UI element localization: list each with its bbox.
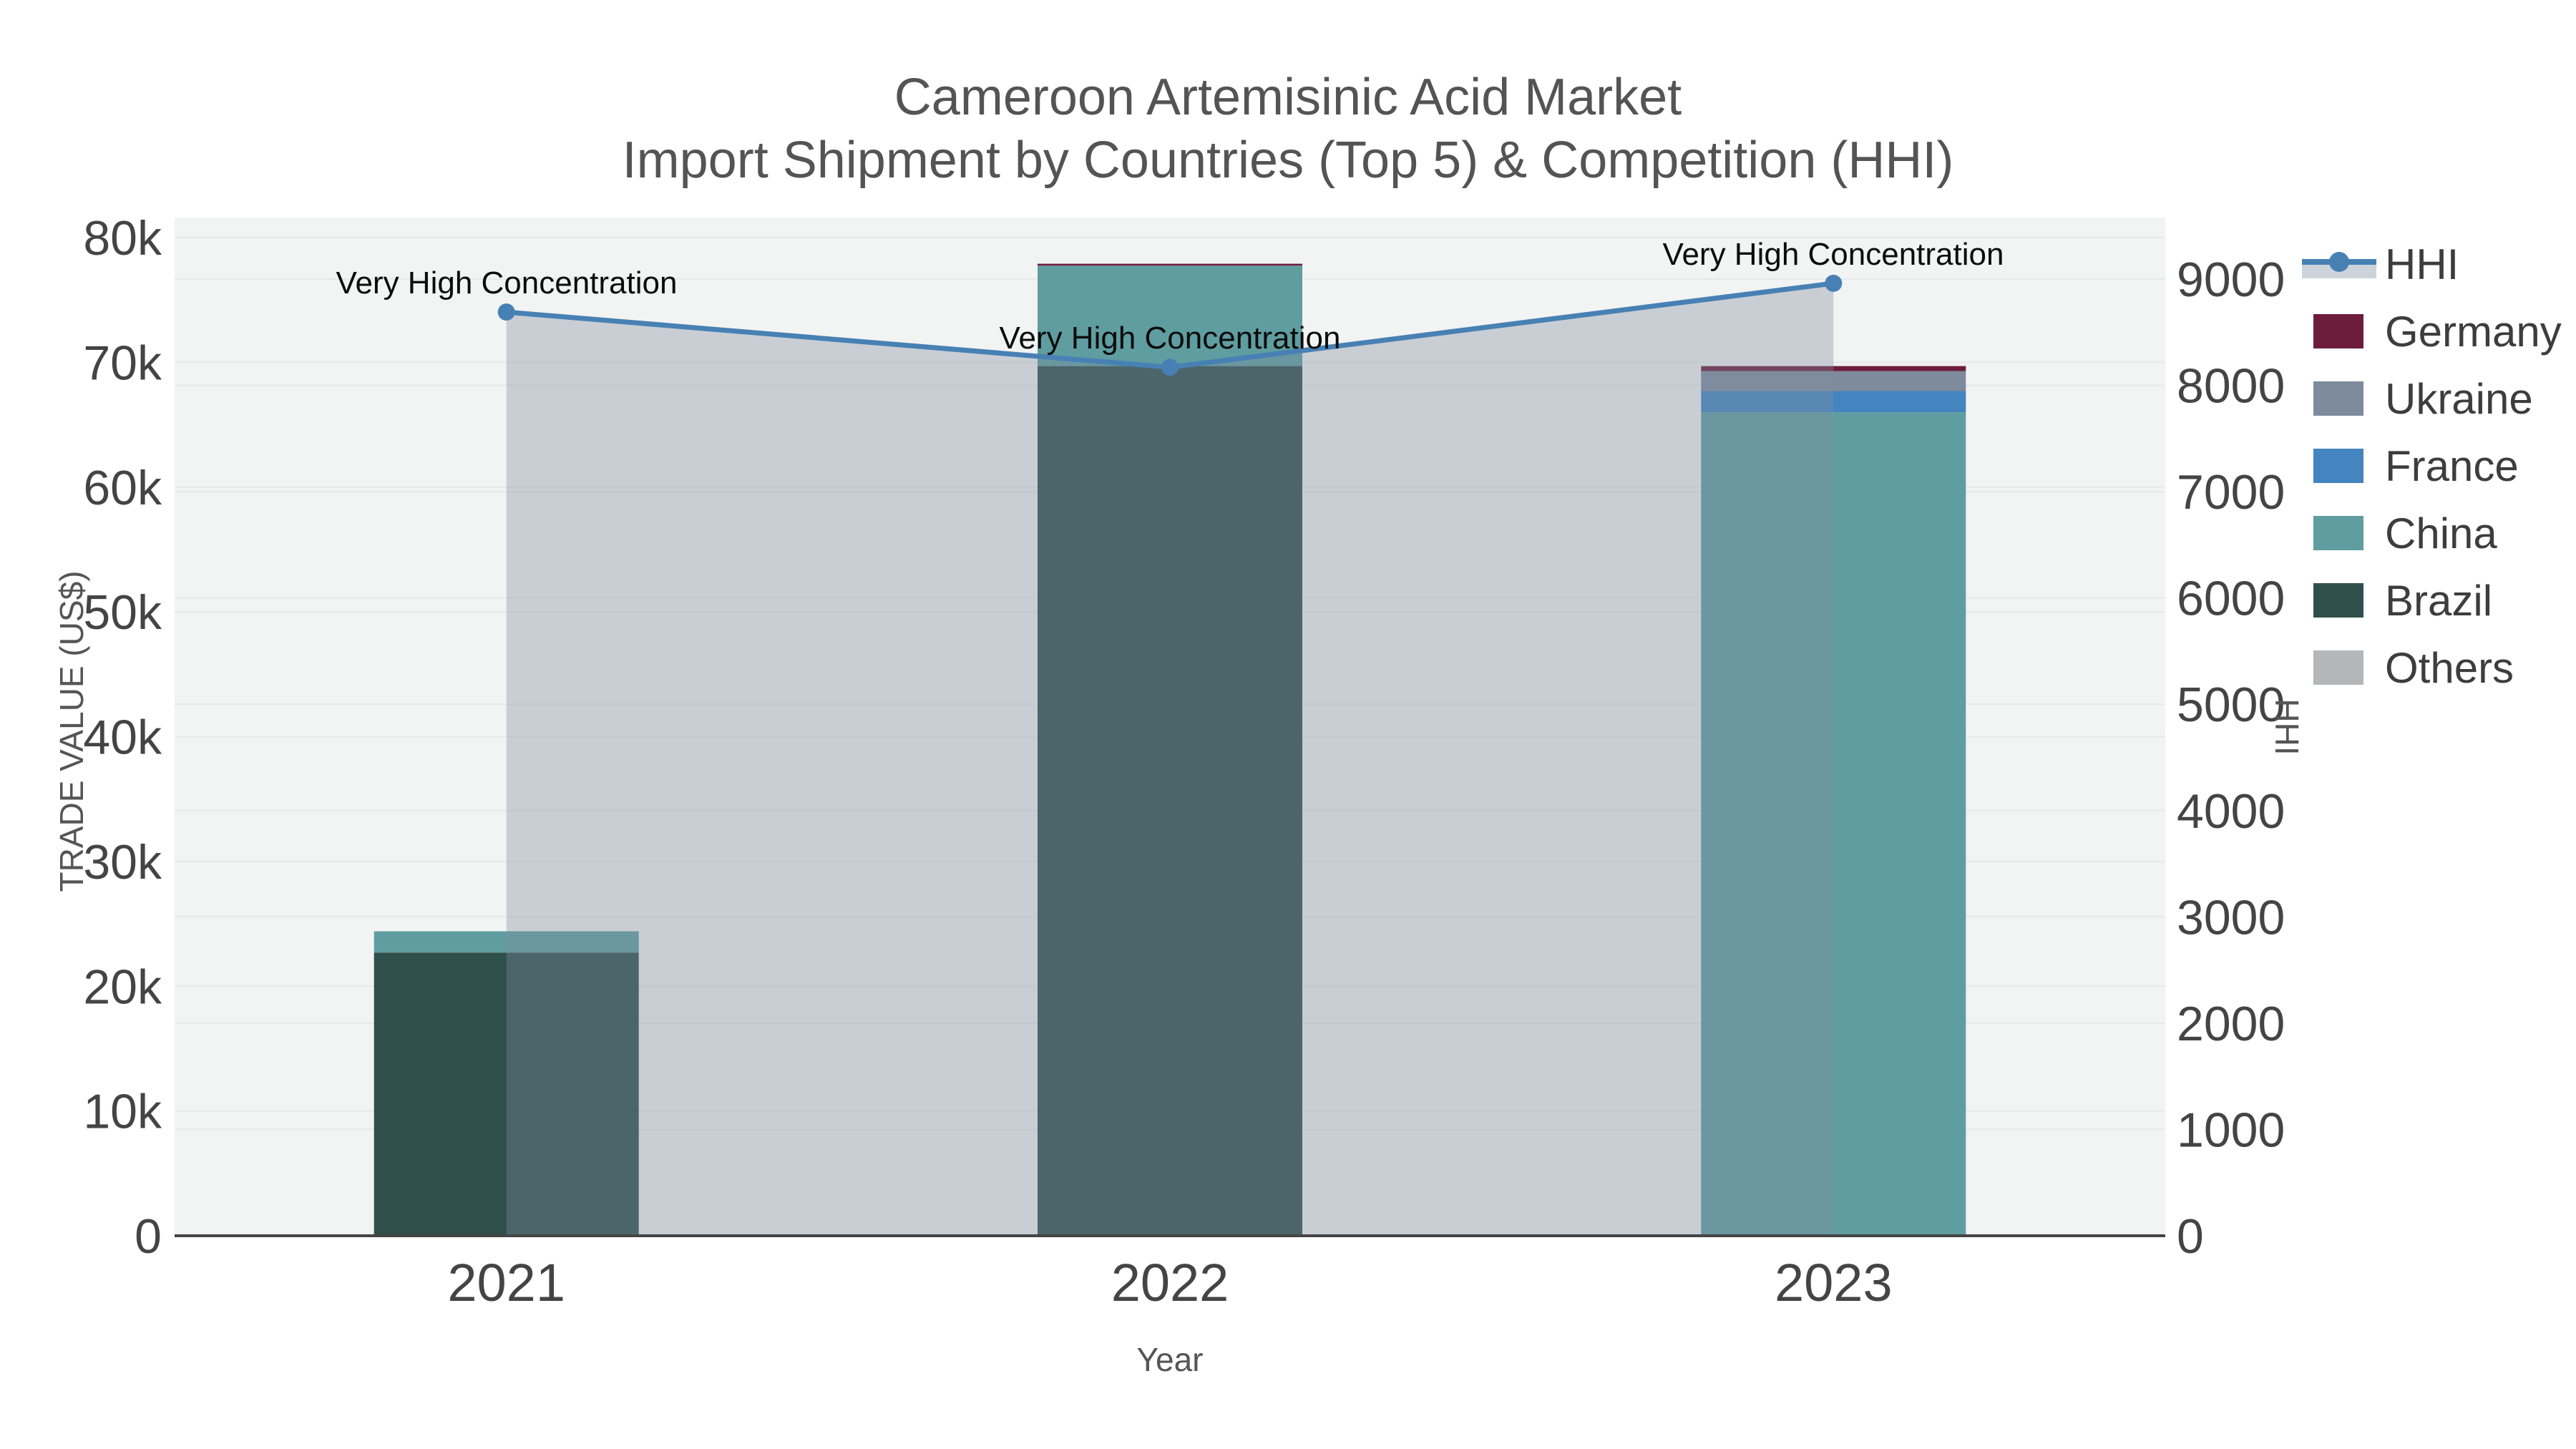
legend-label-china: China <box>2385 509 2497 557</box>
y-right-tick: 6000 <box>2177 572 2285 626</box>
legend-item-germany[interactable]: Germany <box>2313 298 2576 365</box>
y-left-tick: 60k <box>83 461 162 515</box>
legend-label-france: France <box>2385 441 2519 490</box>
bar-segment-germany-2023[interactable] <box>1701 366 1966 371</box>
bar-segment-france-2023[interactable] <box>1701 391 1966 413</box>
bar-segment-brazil-2021[interactable] <box>374 952 639 1236</box>
y-left-tick: 70k <box>83 336 162 390</box>
legend-item-china[interactable]: China <box>2313 499 2576 567</box>
y-right-tick: 0 <box>2177 1209 2204 1264</box>
annotation-2023: Very High Concentration <box>1662 237 2004 272</box>
y-left-tick: 0 <box>135 1209 162 1264</box>
hhi-area-fill <box>506 283 1834 1236</box>
x-tick: 2022 <box>1111 1253 1229 1312</box>
y-axis-right-title: HHI <box>2268 698 2306 756</box>
hhi-marker-2023[interactable] <box>1825 274 1843 292</box>
annotation-2021: Very High Concentration <box>336 265 678 301</box>
x-axis-title: Year <box>1136 1341 1204 1378</box>
ukraine-swatch-icon <box>2313 381 2363 416</box>
y-right-tick: 7000 <box>2177 465 2285 519</box>
y-right-tick: 4000 <box>2177 784 2285 839</box>
china-swatch-icon <box>2313 516 2363 550</box>
legend-item-brazil[interactable]: Brazil <box>2313 567 2576 634</box>
bar-segment-germany-2022[interactable] <box>1038 263 1302 266</box>
y-right-tick: 5000 <box>2177 678 2285 732</box>
hhi-marker-2022[interactable] <box>1161 358 1179 376</box>
legend-label-brazil: Brazil <box>2385 576 2493 625</box>
y-left-tick: 20k <box>83 960 162 1014</box>
y-right-tick: 3000 <box>2177 890 2285 945</box>
y-left-tick: 30k <box>83 835 162 889</box>
hhi-marker-icon <box>2329 252 2349 272</box>
y-left-tick: 10k <box>83 1085 162 1139</box>
legend-item-hhi[interactable]: HHI <box>2302 230 2576 298</box>
brazil-swatch-icon <box>2313 583 2363 618</box>
bar-segment-ukraine-2023[interactable] <box>1701 371 1966 391</box>
x-tick: 2023 <box>1775 1253 1893 1312</box>
y-right-tick: 8000 <box>2177 359 2285 414</box>
france-swatch-icon <box>2313 449 2363 483</box>
legend: HHI Germany Ukraine France China Brazil … <box>2302 230 2576 701</box>
hhi-marker-2021[interactable] <box>497 303 515 321</box>
legend-item-others[interactable]: Others <box>2313 634 2576 701</box>
y-right-tick: 2000 <box>2177 997 2285 1051</box>
legend-label-germany: Germany <box>2385 307 2562 356</box>
annotation-2022: Very High Concentration <box>999 321 1341 356</box>
y-left-tick: 50k <box>83 585 162 640</box>
y-left-tick: 40k <box>83 711 162 765</box>
y-left-tick: 80k <box>83 211 162 265</box>
legend-item-ukraine[interactable]: Ukraine <box>2313 365 2576 432</box>
legend-item-france[interactable]: France <box>2313 432 2576 499</box>
others-swatch-icon <box>2313 650 2363 685</box>
bars[interactable] <box>374 263 1966 1236</box>
bar-segment-china-2022[interactable] <box>1038 265 1302 366</box>
x-tick: 2021 <box>447 1253 565 1312</box>
tick-labels: 0 10k 20k 30k 40k 50k 60k 70k 80k 0 1000 2000 3000 40… <box>83 211 2285 1312</box>
germany-swatch-icon <box>2313 314 2363 348</box>
bar-segment-china-2023[interactable] <box>1701 412 1966 1236</box>
legend-label-ukraine: Ukraine <box>2385 374 2533 423</box>
y-right-tick: 1000 <box>2177 1103 2285 1157</box>
y-axis-left-title: TRADE VALUE (US$) <box>53 570 90 892</box>
legend-label-others: Others <box>2385 643 2514 692</box>
hhi-line-legend-icon <box>2302 247 2376 281</box>
y-right-tick: 9000 <box>2177 253 2285 307</box>
bar-segment-brazil-2022[interactable] <box>1038 366 1302 1236</box>
legend-label-hhi: HHI <box>2385 240 2459 288</box>
hhi-line[interactable] <box>497 274 1843 376</box>
bar-segment-china-2021[interactable] <box>374 931 639 953</box>
